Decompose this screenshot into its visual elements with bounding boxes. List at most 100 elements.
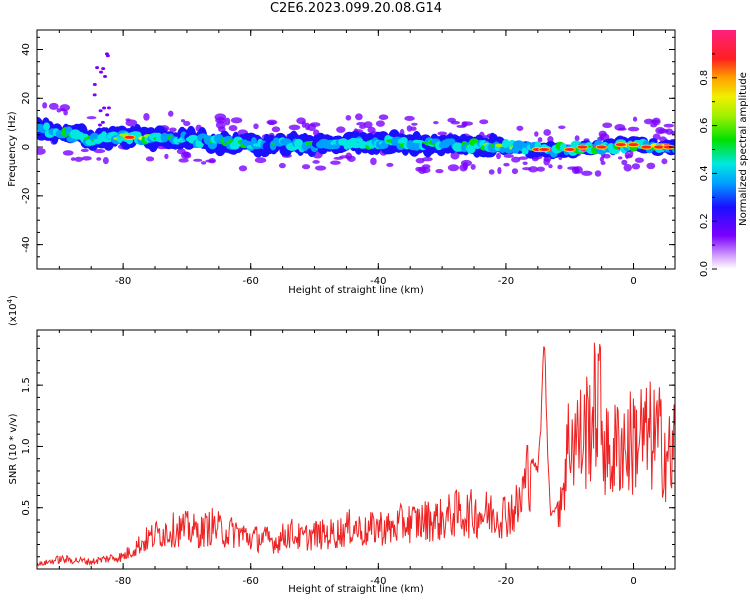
heatmap-halo-blob <box>631 163 641 170</box>
heatmap-halo-blob <box>497 166 502 175</box>
snr-y-tick-label: 0.5 <box>21 500 32 516</box>
heatmap-outlier-blob <box>100 120 105 124</box>
heatmap-halo-blob <box>459 164 468 172</box>
snr-panel: -80 -60 -40 -20 0 0.5 1.0 1.5 Height of straigh… <box>6 295 676 595</box>
heatmap-halo-blob <box>461 121 468 128</box>
heatmap-core-blob <box>399 136 408 144</box>
colorbar-gradient <box>712 30 736 269</box>
heatmap-halo-blob <box>600 160 606 166</box>
heatmap-halo-blob <box>404 115 415 121</box>
heatmap-core-blob <box>466 144 476 154</box>
snr-x-tick-label: 0 <box>630 576 636 587</box>
snr-frame <box>36 329 676 570</box>
heatmap-halo-blob <box>574 135 580 142</box>
snr-x-tick-label: -80 <box>115 576 131 587</box>
heatmap-halo-blob <box>267 120 276 126</box>
snr-x-tick-label: -60 <box>243 576 259 587</box>
heatmap-halo-blob <box>558 125 566 130</box>
heatmap-halo-blob <box>354 113 363 121</box>
spectrogram-x-tick-label: 0 <box>630 276 636 287</box>
heatmap-hot-core <box>577 145 588 149</box>
colorbar-ticks: 0.0 0.2 0.4 0.6 0.8 <box>699 53 717 277</box>
heatmap-halo-blob <box>528 166 539 173</box>
heatmap-hot-core <box>596 145 607 149</box>
spectrogram-frame <box>36 29 676 270</box>
heatmap-halo-blob <box>421 156 433 162</box>
heatmap-halo-blob <box>518 156 529 160</box>
heatmap-halo-blob <box>543 158 550 166</box>
heatmap-outlier-blob <box>99 70 104 74</box>
heatmap-halo-blob <box>363 121 373 129</box>
heatmap-halo-blob <box>208 158 216 164</box>
heatmap-halo-blob <box>48 102 59 110</box>
heatmap-halo-blob <box>537 137 543 143</box>
heatmap-core-blob <box>502 138 510 149</box>
spectrogram-y-axis-label: Frequency (Hz) <box>7 111 18 187</box>
heatmap-outlier-blob <box>105 54 110 58</box>
heatmap-halo-blob <box>164 153 169 160</box>
heatmap-halo-blob <box>81 156 92 161</box>
heatmap-halo-blob <box>80 148 89 153</box>
spectrogram-x-tick-label: -40 <box>370 276 386 287</box>
colorbar: 0.0 0.2 0.4 0.6 0.8 Normalized spectral ampl… <box>699 30 749 277</box>
heatmap-halo-blob <box>288 124 301 131</box>
heatmap-halo-blob <box>314 165 327 171</box>
spectrogram-axes: -80 -60 -40 -20 0 -40 -20 0 20 40 <box>21 30 675 287</box>
snr-y-tick-label: 1.0 <box>21 438 32 454</box>
heatmap-halo-blob <box>557 164 563 170</box>
heatmap-halo-blob <box>437 131 448 136</box>
heatmap-halo-blob <box>345 152 353 160</box>
heatmap-halo-blob <box>503 154 514 158</box>
heatmap-halo-blob <box>670 131 675 135</box>
heatmap-outlier-blob <box>92 93 97 97</box>
heatmap-halo-blob <box>479 119 489 125</box>
spectrogram-y-tick-label: 40 <box>21 43 32 56</box>
heatmap-halo-blob <box>183 120 191 126</box>
heatmap-hot-core <box>663 145 674 149</box>
snr-x-axis-label: Height of straight line (km) <box>288 584 424 595</box>
snr-y-axis-label: SNR (10 * v/v) <box>8 413 19 484</box>
heatmap-halo-blob <box>447 164 460 172</box>
heatmap-halo-blob <box>63 109 68 116</box>
colorbar-tick-label: 0.8 <box>699 70 710 86</box>
heatmap-halo-blob <box>617 127 627 131</box>
heatmap-halo-blob <box>370 157 377 166</box>
heatmap-halo-blob <box>56 108 62 113</box>
heatmap-halo-blob <box>581 170 593 176</box>
spectrogram-panel: -80 -60 -40 -20 0 -40 -20 0 20 40 Height of strai… <box>7 29 676 296</box>
heatmap-halo-blob <box>658 128 669 134</box>
heatmap-halo-blob <box>312 160 320 164</box>
heatmap-halo-blob <box>254 157 267 164</box>
heatmap-halo-blob <box>599 156 605 162</box>
heatmap-band-blob <box>606 138 616 145</box>
spectrogram-y-tick-label: -40 <box>21 236 32 252</box>
snr-x-tick-label: -20 <box>498 576 514 587</box>
heatmap-halo-blob <box>102 156 109 165</box>
heatmap-halo-blob <box>617 156 623 160</box>
heatmap-halo-blob <box>62 150 74 156</box>
heatmap-outlier-blob <box>98 109 103 113</box>
heatmap-hot-core <box>628 143 639 147</box>
heatmap-halo-blob <box>193 158 203 162</box>
heatmap-halo-blob <box>271 126 281 133</box>
heatmap-halo-blob <box>488 169 495 175</box>
heatmap-halo-blob <box>296 117 306 125</box>
heatmap-halo-blob <box>228 125 238 132</box>
heatmap-hot-core <box>564 148 575 151</box>
heatmap-halo-blob <box>253 123 259 130</box>
heatmap-halo-blob <box>183 151 190 158</box>
heatmap-core-blob <box>499 146 506 153</box>
heatmap-outlier-blob <box>97 123 102 127</box>
heatmap-halo-blob <box>522 161 528 165</box>
heatmap-halo-blob <box>632 116 638 122</box>
heatmap-halo-blob <box>37 147 46 155</box>
snr-axes: -80 -60 -40 -20 0 0.5 1.0 1.5 <box>21 330 675 587</box>
heatmap-halo-blob <box>180 119 186 123</box>
spectrogram-y-tick-label: 20 <box>21 92 32 105</box>
heatmap-halo-blob <box>375 120 385 127</box>
heatmap-hot-core <box>539 148 550 151</box>
heatmap-halo-blob <box>333 156 344 160</box>
heatmap-halo-blob <box>646 162 656 170</box>
heatmap-halo-blob <box>145 156 155 162</box>
heatmap-halo-blob <box>230 117 243 124</box>
